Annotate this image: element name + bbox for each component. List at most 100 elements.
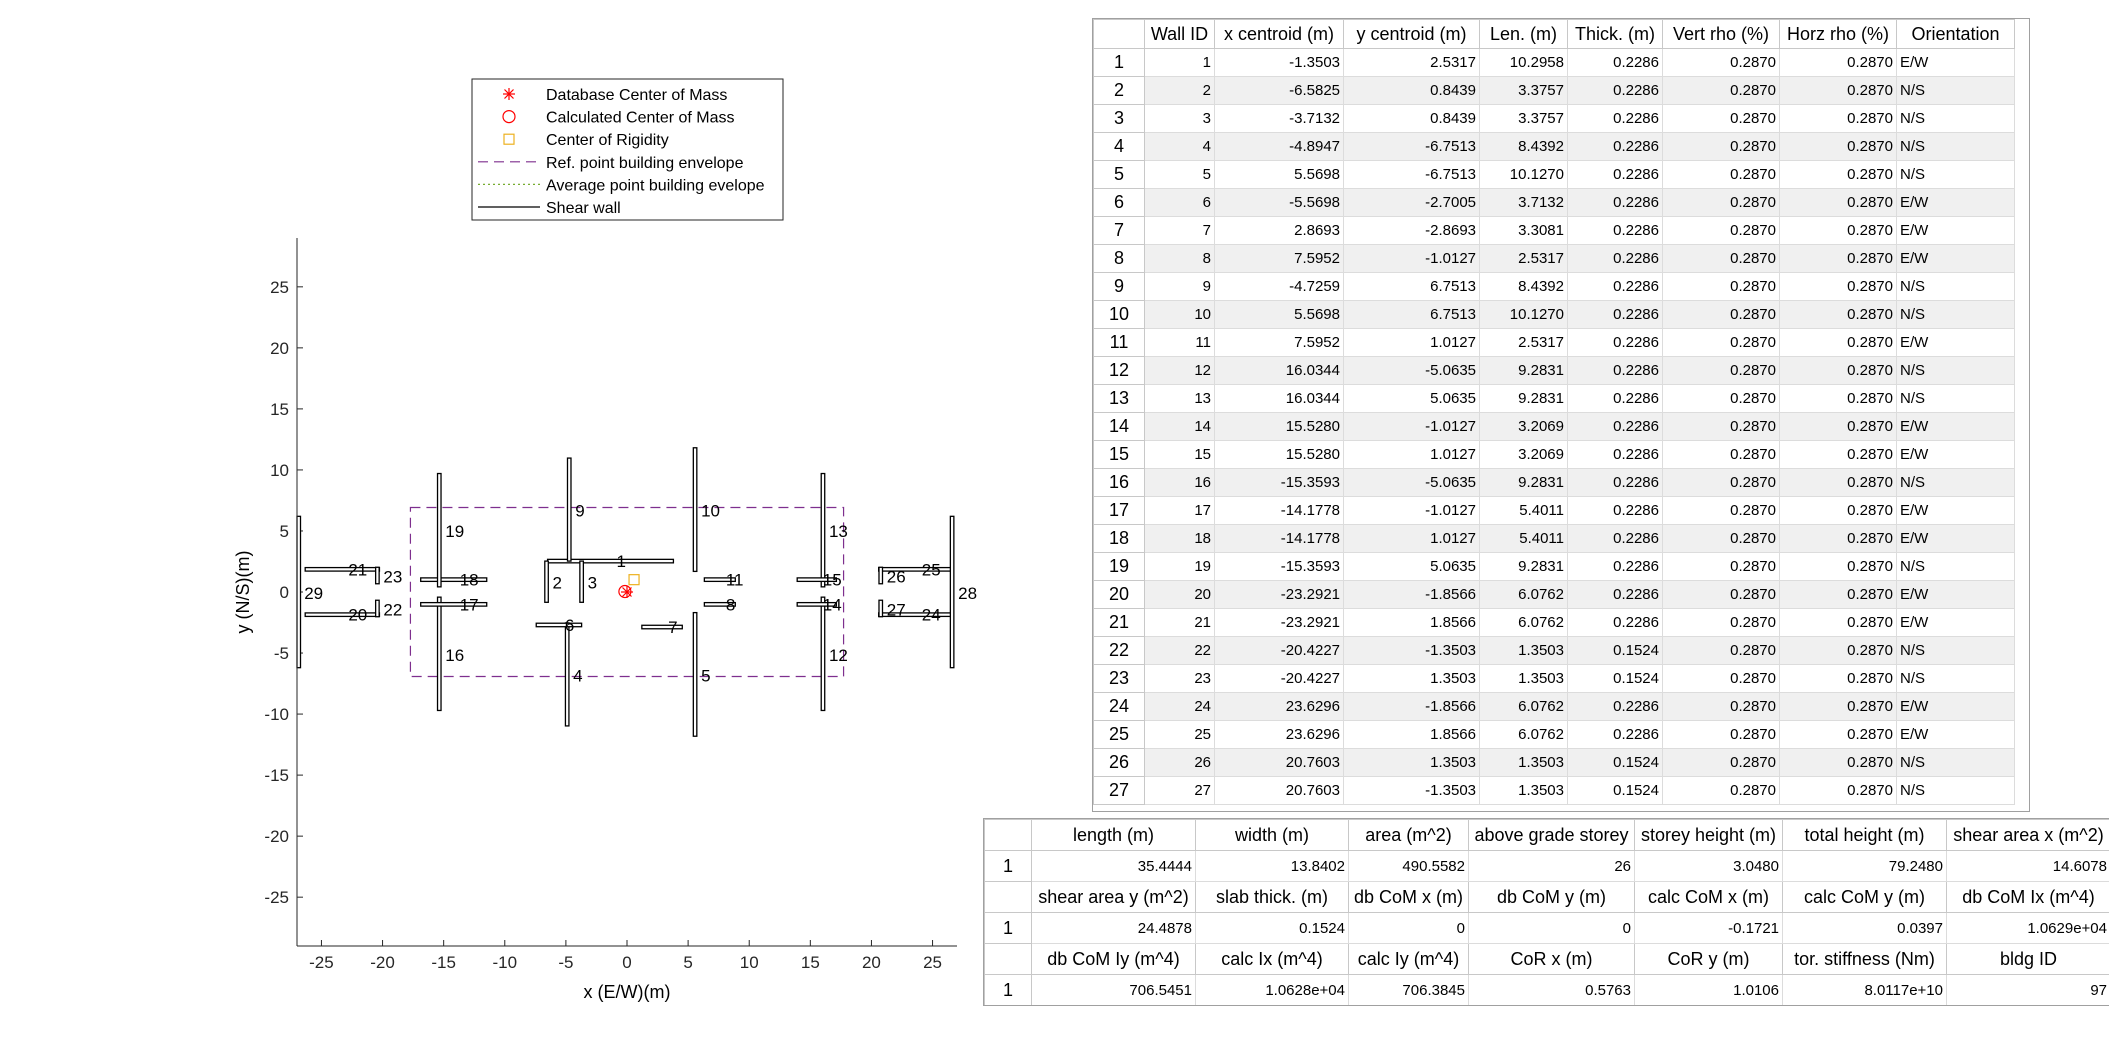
table-cell: E/W xyxy=(1896,608,2015,637)
summary-cell: 1.0629e+04 xyxy=(1946,912,2109,944)
wall-label-13: 13 xyxy=(829,522,848,541)
table-cell: N/S xyxy=(1896,132,2015,161)
wall-label-8: 8 xyxy=(726,595,735,614)
table-cell: -15.3593 xyxy=(1214,552,1344,581)
wall-label-28: 28 xyxy=(958,584,977,603)
table-row: 23 23 -20.4227 1.3503 1.3503 0.1524 0.2870 0.28… xyxy=(1093,664,2015,693)
table-cell: 14 xyxy=(1144,412,1215,441)
table-cell: 0.2870 xyxy=(1779,160,1897,189)
table-cell: 9 xyxy=(1144,272,1215,301)
table-cell: 0.2870 xyxy=(1779,776,1897,805)
table-cell: 0.2870 xyxy=(1662,104,1780,133)
table-cell: 0.2286 xyxy=(1567,496,1663,525)
summary-cell: 14.6078 xyxy=(1946,850,2109,882)
table-cell: 0.8439 xyxy=(1343,104,1480,133)
table-cell: 6.0762 xyxy=(1479,608,1568,637)
table-cell: 24 xyxy=(1144,692,1215,721)
summary-cell: 706.3845 xyxy=(1348,974,1469,1005)
table-row: 7 7 2.8693 -2.8693 3.3081 0.2286 0.2870 0.2870 E… xyxy=(1093,216,2015,245)
shear-wall-19 xyxy=(436,472,442,588)
table-row: 8 8 7.5952 -1.0127 2.5317 0.2286 0.2870 0.2870 E… xyxy=(1093,244,2015,273)
table-cell: 0.2870 xyxy=(1779,132,1897,161)
table-row: 2 2 -6.5825 0.8439 3.3757 0.2286 0.2870 0.2870 N… xyxy=(1093,76,2015,105)
table-cell: N/S xyxy=(1896,552,2015,581)
table-cell: 0.2870 xyxy=(1779,356,1897,385)
shear-wall-3 xyxy=(579,560,585,603)
wall-label-16: 16 xyxy=(445,646,464,665)
table-cell: 0.2870 xyxy=(1779,104,1897,133)
table-cell: N/S xyxy=(1896,664,2015,693)
wall-label-15: 15 xyxy=(823,571,842,590)
table-cell: 20.7603 xyxy=(1214,776,1344,805)
legend-label: Center of Rigidity xyxy=(546,132,669,149)
table-cell: -1.3503 xyxy=(1343,776,1480,805)
shear-wall-15 xyxy=(796,577,838,583)
table-cell: 0.2870 xyxy=(1662,636,1780,665)
walls-table-grid: Wall ID x centroid (m) y centroid (m) Len. … xyxy=(1093,19,2015,805)
table-cell: 18 xyxy=(1144,524,1215,553)
x-axis-label: x (E/W)(m) xyxy=(584,982,671,1002)
summary-cell: 97 xyxy=(1946,974,2109,1005)
table-cell: 3.2069 xyxy=(1479,412,1568,441)
summary-cell: 35.4444 xyxy=(1031,850,1196,882)
table-row: 20 20 -23.2921 -1.8566 6.0762 0.2286 0.2870 0.2… xyxy=(1093,580,2015,609)
row-header: 22 xyxy=(1093,636,1145,665)
y-tick-label: 0 xyxy=(280,583,289,602)
table-cell: E/W xyxy=(1896,216,2015,245)
x-tick-label: 0 xyxy=(622,953,631,972)
shear-wall-4 xyxy=(564,622,570,727)
walls-column-header: Horz rho (%) xyxy=(1779,19,1897,49)
wall-label-17: 17 xyxy=(460,595,479,614)
summary-column-header: storey height (m) xyxy=(1634,819,1783,851)
summary-column-header: db CoM Iy (m^4) xyxy=(1031,943,1196,975)
summary-column-header: calc CoM y (m) xyxy=(1782,881,1947,913)
table-cell: 1.3503 xyxy=(1479,636,1568,665)
table-cell: 0.2870 xyxy=(1662,132,1780,161)
table-cell: 10.1270 xyxy=(1479,160,1568,189)
table-cell: 0.2286 xyxy=(1567,720,1663,749)
table-cell: 2.5317 xyxy=(1479,328,1568,357)
table-row: 19 19 -15.3593 5.0635 9.2831 0.2286 0.2870 0.28… xyxy=(1093,552,2015,581)
table-cell: 0.2870 xyxy=(1662,552,1780,581)
table-cell: 13 xyxy=(1144,384,1215,413)
shear-wall-16 xyxy=(436,596,442,712)
table-cell: 25 xyxy=(1144,720,1215,749)
table-cell: 0.2870 xyxy=(1662,328,1780,357)
table-cell: E/W xyxy=(1896,440,2015,469)
walls-table: Wall ID x centroid (m) y centroid (m) Len. … xyxy=(1092,18,2030,812)
table-cell: 0.2286 xyxy=(1567,552,1663,581)
wall-label-12: 12 xyxy=(829,646,848,665)
table-cell: 0.2286 xyxy=(1567,412,1663,441)
table-cell: 1.3503 xyxy=(1343,664,1480,693)
table-cell: -1.3503 xyxy=(1343,636,1480,665)
table-cell: 0.2870 xyxy=(1779,384,1897,413)
table-cell: 0.2870 xyxy=(1662,692,1780,721)
table-cell: N/S xyxy=(1896,160,2015,189)
x-tick-label: 20 xyxy=(862,953,881,972)
table-cell: 0.2870 xyxy=(1779,692,1897,721)
shear-wall-27 xyxy=(878,599,884,618)
table-cell: 6.0762 xyxy=(1479,692,1568,721)
y-axis-label: y (N/S)(m) xyxy=(233,551,253,634)
row-header: 6 xyxy=(1093,188,1145,217)
table-cell: N/S xyxy=(1896,468,2015,497)
summary-cell: 24.4878 xyxy=(1031,912,1196,944)
table-cell: 22 xyxy=(1144,636,1215,665)
table-cell: 0.2870 xyxy=(1662,580,1780,609)
shear-wall-13 xyxy=(820,472,826,588)
wall-label-20: 20 xyxy=(348,606,367,625)
table-row: 13 13 16.0344 5.0635 9.2831 0.2286 0.2870 0.287… xyxy=(1093,384,2015,413)
table-cell: 10.1270 xyxy=(1479,300,1568,329)
table-cell: 1 xyxy=(1144,48,1215,77)
table-cell: E/W xyxy=(1896,692,2015,721)
table-row: 17 17 -14.1778 -1.0127 5.4011 0.2286 0.2870 0.2… xyxy=(1093,496,2015,525)
table-cell: 0.2286 xyxy=(1567,440,1663,469)
legend-item-1: Calculated Center of Mass xyxy=(502,110,735,127)
wall-label-9: 9 xyxy=(575,502,584,521)
table-cell: 0.2870 xyxy=(1662,76,1780,105)
summary-header-corner xyxy=(984,819,1032,851)
table-cell: 0.2286 xyxy=(1567,300,1663,329)
table-cell: 2.8693 xyxy=(1214,216,1344,245)
table-cell: 5.4011 xyxy=(1479,496,1568,525)
table-cell: -6.5825 xyxy=(1214,76,1344,105)
